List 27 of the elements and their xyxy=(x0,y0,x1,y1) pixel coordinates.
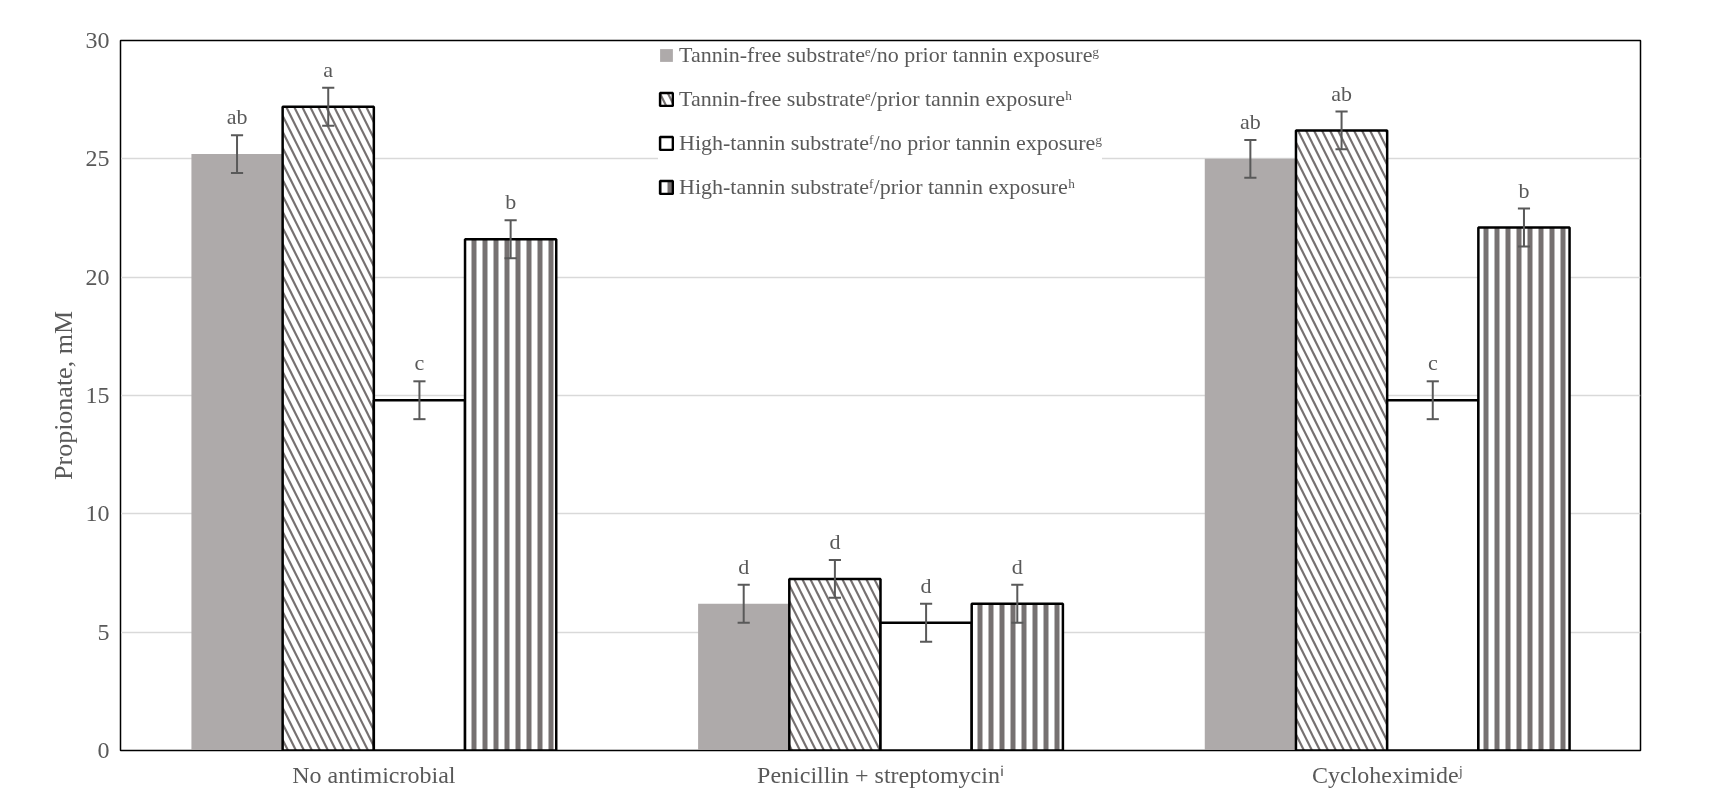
data-label: ab xyxy=(226,104,248,130)
x-tick-label: Cycloheximideʲ xyxy=(1311,761,1463,788)
data-label: a xyxy=(323,56,334,82)
y-tick-label: 15 xyxy=(85,382,110,408)
y-tick-label: 25 xyxy=(85,145,110,172)
data-label: c xyxy=(1427,350,1438,376)
data-label: ab xyxy=(1239,108,1261,134)
legend-label: Tannin-free substrateᵉ/prior tannin exposureʰ xyxy=(678,86,1072,112)
legend-label: High-tannin substrateᶠ/no prior tannin exposureᵍ xyxy=(678,130,1103,156)
y-tick-label: 5 xyxy=(97,618,110,645)
y-tick-label: 20 xyxy=(85,263,110,290)
data-label: b xyxy=(505,189,517,215)
data-label: c xyxy=(414,350,425,376)
x-tick-label: No antimicrobial xyxy=(292,761,456,788)
data-label: d xyxy=(829,529,841,555)
y-tick-label: 30 xyxy=(85,27,110,53)
x-tick-label: Penicillin + streptomycinⁱ xyxy=(757,761,1004,788)
y-axis-title: Propionate, mM xyxy=(48,310,78,480)
legend-label: Tannin-free substrateᵉ/no prior tannin exposureᵍ xyxy=(678,42,1100,68)
y-tick-label: 10 xyxy=(85,500,110,527)
data-label: b xyxy=(1518,177,1530,203)
data-label: ab xyxy=(1331,80,1352,106)
y-tick-label: 0 xyxy=(97,737,110,763)
data-label: d xyxy=(738,553,750,579)
data-label: d xyxy=(1011,553,1023,579)
data-label: d xyxy=(920,572,932,598)
legend-label: High-tannin substrateᶠ/prior tannin exposureʰ xyxy=(678,174,1075,200)
